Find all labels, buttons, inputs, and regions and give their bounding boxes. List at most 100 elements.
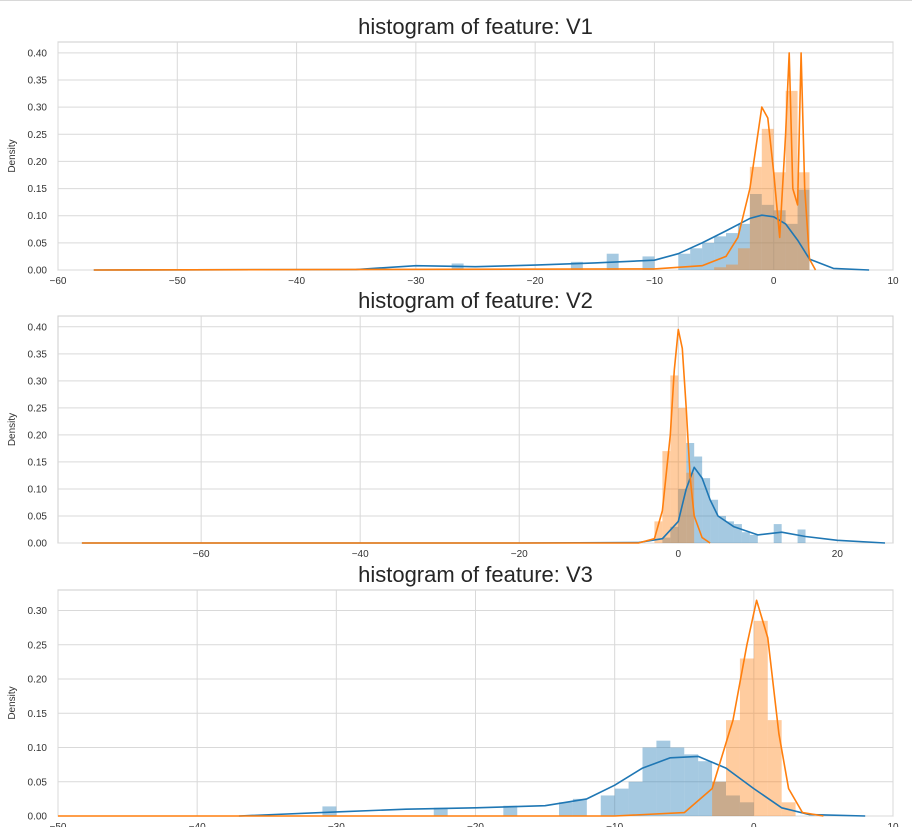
- histogram-bar: [678, 253, 691, 270]
- window-top-border: [0, 0, 912, 1]
- histogram-bar: [572, 798, 587, 816]
- histogram-bar: [628, 781, 643, 816]
- y-tick-label: 0.15: [28, 709, 48, 720]
- kde-line: [238, 755, 866, 817]
- x-tick-label: 10: [887, 822, 899, 827]
- histogram-bar: [322, 806, 337, 816]
- histogram-bar: [712, 781, 726, 816]
- y-tick-label: 0.00: [28, 539, 48, 550]
- histogram-bar: [702, 478, 711, 543]
- histogram-bar: [726, 264, 738, 270]
- y-axis-label: Density: [7, 139, 18, 172]
- y-tick-label: 0.15: [28, 184, 48, 195]
- y-tick-label: 0.05: [28, 511, 48, 522]
- histogram-bar: [749, 534, 758, 543]
- histogram-bar: [614, 788, 629, 816]
- x-tick-label: −20: [511, 549, 528, 560]
- histogram-bar: [726, 521, 734, 543]
- histogram-bar: [662, 537, 671, 543]
- histogram-bar: [753, 620, 768, 816]
- histogram-bar: [737, 223, 750, 270]
- histogram-bar: [654, 521, 663, 543]
- plot-area: [57, 315, 894, 544]
- histogram-bar: [773, 210, 786, 270]
- x-tick-label: 10: [887, 276, 899, 287]
- kde-line: [93, 214, 870, 271]
- y-tick-label: 0.25: [28, 403, 48, 414]
- y-tick-label: 0.25: [28, 130, 48, 141]
- histogram-bar: [726, 795, 740, 816]
- kde-line: [81, 328, 711, 544]
- x-tick-label: −30: [328, 822, 345, 827]
- histogram-bar: [670, 747, 685, 816]
- y-tick-label: 0.00: [28, 266, 48, 277]
- x-tick-label: −20: [527, 276, 544, 287]
- y-tick-label: 0.05: [28, 777, 48, 788]
- histogram-bar: [570, 261, 583, 270]
- histogram-bar: [678, 488, 687, 543]
- histogram-bar: [797, 172, 810, 270]
- histogram-bar: [767, 720, 782, 816]
- histogram-bar: [670, 375, 679, 543]
- histogram-bar: [642, 747, 657, 816]
- histogram-bar: [656, 740, 671, 816]
- histogram-bar: [702, 242, 715, 270]
- kde-line: [81, 466, 886, 544]
- histogram-bar: [785, 90, 798, 270]
- y-tick-label: 0.20: [28, 157, 48, 168]
- histogram-bar: [733, 524, 742, 543]
- y-tick-label: 0.40: [28, 48, 48, 59]
- x-tick-label: −60: [193, 549, 210, 560]
- histogram-bar: [739, 658, 754, 816]
- histogram-bar: [694, 456, 703, 543]
- y-tick-label: 0.30: [28, 103, 48, 114]
- histogram-bar: [749, 194, 762, 270]
- histogram-bar: [761, 128, 774, 270]
- y-tick-label: 0.15: [28, 457, 48, 468]
- y-tick-label: 0.05: [28, 238, 48, 249]
- histogram-bar: [642, 256, 655, 270]
- histogram-bar: [726, 720, 740, 816]
- histogram-bar: [737, 248, 750, 270]
- histogram-bar: [600, 795, 615, 816]
- x-tick-label: −10: [646, 276, 663, 287]
- histogram-bar: [710, 499, 719, 543]
- x-tick-label: 0: [676, 549, 682, 560]
- histogram-bar: [726, 233, 738, 270]
- y-tick-label: 0.30: [28, 376, 48, 387]
- x-tick-label: 0: [771, 276, 777, 287]
- y-tick-label: 0.35: [28, 349, 48, 360]
- histogram-bar: [739, 802, 754, 816]
- kde-line: [58, 599, 824, 817]
- y-tick-label: 0.00: [28, 812, 48, 823]
- histogram-bar: [559, 802, 573, 816]
- y-tick-label: 0.20: [28, 430, 48, 441]
- histogram-bar: [785, 223, 798, 270]
- x-tick-label: 0: [751, 822, 757, 827]
- chart-title: histogram of feature: V3: [358, 562, 593, 587]
- x-tick-label: −60: [50, 276, 67, 287]
- y-tick-label: 0.20: [28, 675, 48, 686]
- histogram-bar: [761, 204, 774, 270]
- y-tick-label: 0.10: [28, 211, 48, 222]
- histogram-bar: [773, 524, 782, 543]
- chart-title: histogram of feature: V2: [358, 288, 593, 313]
- histogram-bar: [684, 754, 699, 816]
- histogram-bar: [670, 526, 679, 543]
- kde-line: [93, 52, 817, 271]
- histogram-bar: [749, 166, 762, 270]
- histogram-bar: [686, 472, 695, 543]
- x-tick-label: −40: [352, 549, 369, 560]
- chart-title: histogram of feature: V1: [358, 14, 593, 39]
- y-axis-label: Density: [7, 686, 18, 719]
- histogram-bar: [678, 407, 687, 543]
- histogram-bar: [698, 761, 713, 816]
- histogram-bar: [503, 805, 518, 816]
- y-tick-label: 0.30: [28, 606, 48, 617]
- histogram-bar: [433, 807, 448, 816]
- x-tick-label: 20: [832, 549, 844, 560]
- x-tick-label: −40: [288, 276, 305, 287]
- y-tick-label: 0.35: [28, 76, 48, 87]
- histogram-bar: [712, 781, 726, 816]
